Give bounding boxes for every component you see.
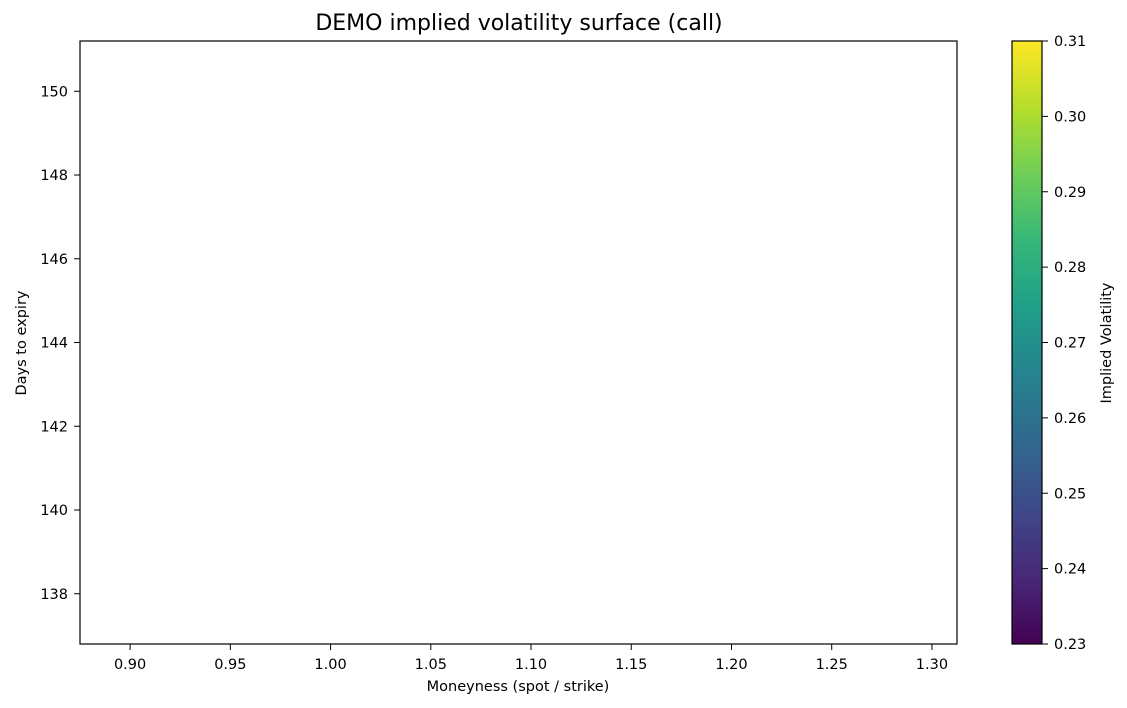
colorbar-tick-label: 0.25 xyxy=(1054,486,1086,502)
x-tick-label: 1.15 xyxy=(615,657,647,673)
colorbar-tick-label: 0.28 xyxy=(1054,260,1086,276)
x-tick-label: 1.25 xyxy=(816,657,848,673)
x-tick-label: 1.00 xyxy=(314,657,346,673)
y-tick-label: 138 xyxy=(40,587,68,603)
x-tick-label: 0.90 xyxy=(114,657,146,673)
x-tick-label: 0.95 xyxy=(214,657,246,673)
colorbar-label: Implied Volatility xyxy=(1099,282,1115,403)
colorbar-tick-label: 0.27 xyxy=(1054,336,1086,352)
colorbar-ticks: 0.23 0.24 0.25 0.26 0.27 0.28 0.29 0.30 0.31 xyxy=(1042,34,1086,653)
y-tick-label: 146 xyxy=(40,252,68,268)
plot-area xyxy=(79,40,958,645)
colorbar-tick-label: 0.26 xyxy=(1054,411,1086,427)
y-tick-label: 144 xyxy=(40,336,68,352)
x-tick-label: 1.30 xyxy=(916,657,948,673)
plot-frame xyxy=(79,40,958,645)
x-tick-label: 1.10 xyxy=(515,657,547,673)
x-tick-label: 1.05 xyxy=(415,657,447,673)
x-axis: 0.90 0.95 1.00 1.05 1.10 1.15 1.20 1.25 1.30 xyxy=(114,644,948,673)
y-tick-label: 148 xyxy=(40,168,68,184)
colorbar-tick-label: 0.23 xyxy=(1054,637,1086,653)
y-tick-label: 142 xyxy=(40,419,68,435)
x-axis-label: Moneyness (spot / strike) xyxy=(427,679,610,695)
y-axis: 138 140 142 144 146 148 150 xyxy=(40,84,80,603)
y-tick-label: 140 xyxy=(40,503,68,519)
colorbar-tick-label: 0.30 xyxy=(1054,109,1086,125)
colorbar: 0.23 0.24 0.25 0.26 0.27 0.28 0.29 0.30 0.31 xyxy=(1011,34,1086,653)
colorbar-tick-label: 0.24 xyxy=(1054,562,1086,578)
colorbar-tick-label: 0.29 xyxy=(1054,185,1086,201)
y-axis-label: Days to expiry xyxy=(14,290,30,395)
x-tick-label: 1.20 xyxy=(715,657,747,673)
colorbar-gradient xyxy=(1012,41,1042,644)
y-tick-label: 150 xyxy=(40,84,68,100)
colorbar-tick-label: 0.31 xyxy=(1054,34,1086,50)
chart-title: DEMO implied volatility surface (call) xyxy=(315,11,722,36)
